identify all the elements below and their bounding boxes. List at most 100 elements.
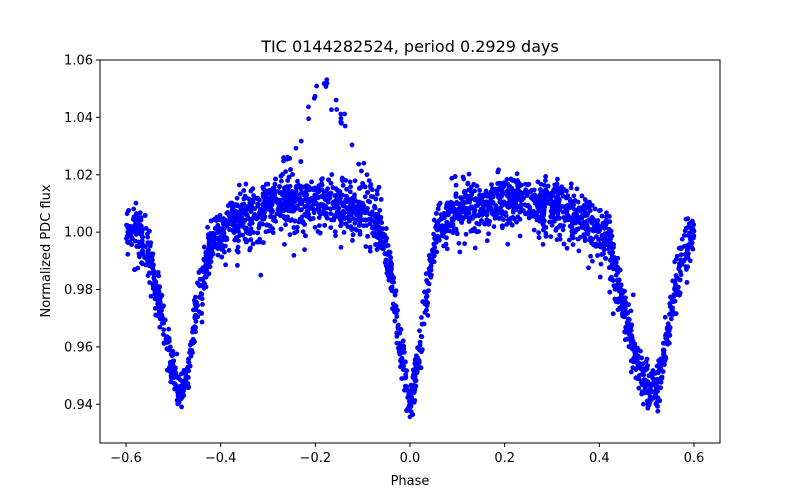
data-point: [422, 289, 427, 295]
data-point: [224, 222, 230, 227]
data-point: [313, 200, 319, 206]
data-point: [143, 225, 149, 231]
data-point: [285, 199, 291, 205]
data-point: [514, 171, 520, 177]
data-point: [688, 236, 693, 242]
data-point: [229, 203, 235, 208]
data-point: [655, 388, 660, 394]
data-point: [657, 398, 663, 404]
data-point: [564, 188, 569, 194]
data-point: [588, 253, 593, 259]
data-point: [332, 229, 338, 235]
data-point: [139, 260, 145, 266]
data-point: [684, 267, 689, 272]
data-point: [343, 221, 349, 227]
data-point: [389, 272, 395, 278]
data-point: [311, 186, 317, 192]
data-point: [338, 200, 343, 206]
data-point: [509, 222, 515, 228]
data-point: [331, 199, 336, 205]
data-point: [169, 352, 175, 358]
data-point: [461, 176, 467, 182]
data-point: [509, 192, 515, 197]
data-point: [505, 200, 511, 206]
data-point: [415, 357, 421, 363]
data-point: [684, 279, 690, 285]
data-point: [466, 171, 472, 177]
data-point: [192, 302, 198, 308]
data-point: [431, 241, 437, 247]
data-point: [270, 208, 275, 214]
data-point: [517, 183, 522, 189]
data-point: [241, 196, 247, 202]
data-point: [658, 379, 664, 385]
data-point: [465, 206, 471, 212]
data-point: [664, 337, 670, 343]
data-point: [643, 359, 649, 365]
data-point: [655, 408, 661, 414]
data-point: [350, 238, 355, 243]
outlier-point: [293, 145, 299, 151]
data-point: [650, 368, 656, 374]
data-point: [208, 254, 214, 260]
data-point: [229, 221, 235, 227]
data-point: [463, 231, 469, 237]
data-point: [248, 209, 254, 214]
data-point: [193, 329, 198, 335]
data-point: [370, 225, 375, 231]
data-point: [282, 215, 288, 221]
data-point: [206, 240, 212, 245]
data-point: [393, 288, 399, 294]
data-point: [239, 202, 245, 208]
data-point: [130, 216, 136, 222]
data-point: [472, 188, 477, 194]
data-point: [247, 247, 253, 253]
data-point: [317, 223, 322, 228]
data-point: [375, 213, 381, 219]
data-point: [183, 376, 189, 382]
data-point: [256, 225, 262, 231]
outlier-point: [368, 185, 374, 191]
outlier-point: [338, 115, 344, 121]
data-point: [516, 188, 521, 194]
data-point: [543, 178, 548, 183]
data-point: [322, 222, 328, 228]
data-point: [372, 203, 377, 209]
y-axis: 0.94 0.96 0.98 1.00 1.02 1.04 1.06: [64, 54, 100, 413]
data-point: [540, 241, 546, 247]
data-point: [357, 231, 363, 237]
data-point: [362, 217, 368, 223]
data-point: [420, 299, 426, 305]
data-point: [417, 328, 422, 334]
data-point: [599, 232, 605, 238]
y-tick-label: 0.98: [64, 283, 93, 298]
data-point: [560, 209, 566, 215]
data-point: [152, 305, 158, 311]
data-point: [685, 216, 691, 222]
data-point: [290, 172, 295, 177]
data-point: [385, 243, 391, 248]
data-point: [158, 306, 163, 312]
data-point: [257, 221, 263, 227]
data-point: [271, 192, 277, 197]
data-point: [531, 227, 537, 233]
data-point: [219, 254, 225, 260]
data-point: [454, 231, 460, 237]
data-point: [465, 180, 471, 186]
data-point: [295, 205, 301, 211]
data-point: [214, 214, 220, 220]
data-point: [462, 188, 468, 194]
data-point: [300, 191, 306, 197]
data-point: [132, 238, 138, 244]
outlier-point: [306, 104, 311, 110]
outlier-point: [324, 77, 330, 83]
data-point: [451, 227, 457, 233]
data-point: [148, 293, 154, 299]
data-point: [603, 214, 609, 220]
data-point: [608, 257, 614, 263]
data-point: [161, 332, 166, 337]
data-point: [247, 217, 252, 222]
data-point: [177, 384, 183, 389]
data-point: [678, 257, 684, 263]
data-point: [374, 217, 380, 223]
